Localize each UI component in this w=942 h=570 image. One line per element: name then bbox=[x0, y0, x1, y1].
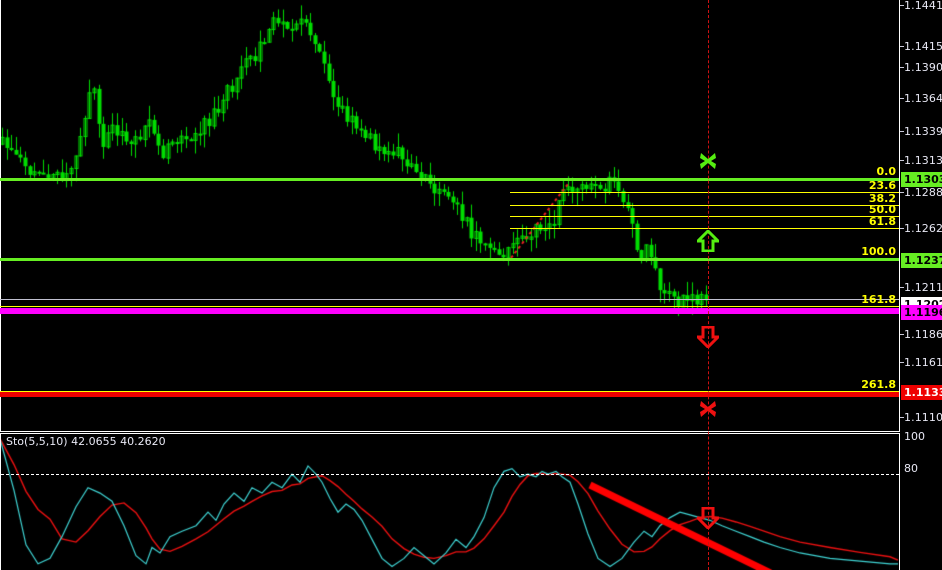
level-line-fib-100 bbox=[0, 258, 899, 261]
price-tick-2: 1.13900 bbox=[904, 61, 942, 74]
fib-label-fib-38.2: 38.2 bbox=[868, 192, 896, 205]
level-line-fib-261.8 bbox=[0, 391, 899, 392]
price-tag-1.11966: 1.11966 bbox=[901, 305, 942, 320]
fib-label-fib-61.8: 61.8 bbox=[868, 215, 896, 228]
price-tick-0: 1.14410 bbox=[904, 0, 942, 12]
price-tick-3: 1.13645 bbox=[904, 92, 942, 105]
level-line-fib-61.8 bbox=[510, 228, 899, 229]
price-tick-7: 1.12625 bbox=[904, 222, 942, 235]
marker-arrow-up-green bbox=[694, 228, 722, 256]
fib-label-fib-100: 100.0 bbox=[861, 245, 896, 258]
price-tickmark-5 bbox=[900, 160, 904, 161]
level-line-fib-0 bbox=[0, 178, 899, 181]
price-tick-10: 1.11610 bbox=[904, 356, 942, 369]
price-tag-1.11337: 1.11337 bbox=[901, 385, 942, 400]
price-tickmark-10 bbox=[900, 362, 904, 363]
indicator-level-100: 100 bbox=[904, 430, 925, 443]
price-tickmark-9 bbox=[900, 334, 904, 335]
price-tickmark-7 bbox=[900, 228, 904, 229]
price-tickmark-8 bbox=[900, 287, 904, 288]
fib-label-fib-161.8: 161.8 bbox=[861, 293, 896, 306]
indicator-scale-divider bbox=[899, 433, 900, 570]
fib-label-fib-50.0: 50.0 bbox=[868, 203, 896, 216]
indicator-pane-border bbox=[0, 433, 900, 570]
level-line-fib-23.6 bbox=[510, 192, 899, 193]
price-tick-6: 1.12880 bbox=[904, 186, 942, 199]
price-scale-divider bbox=[899, 0, 900, 432]
level-line-fib-161.8 bbox=[0, 306, 899, 307]
sr-line-magenta-line bbox=[0, 308, 899, 314]
price-tick-1: 1.14155 bbox=[904, 40, 942, 53]
level-line-fib-38.2 bbox=[510, 205, 899, 206]
price-tickmark-4 bbox=[900, 131, 904, 132]
marker-arrow-down-red bbox=[694, 325, 722, 352]
price-tickmark-3 bbox=[900, 98, 904, 99]
crosshair-vertical-line bbox=[708, 0, 709, 570]
fib-label-fib-261.8: 261.8 bbox=[861, 378, 896, 391]
price-tickmark-11 bbox=[900, 417, 904, 418]
marker-cross-green-top bbox=[697, 150, 719, 176]
fib-label-fib-23.6: 23.6 bbox=[868, 179, 896, 192]
indicator-level-80: 80 bbox=[904, 462, 918, 475]
marker-arrow-down-red-indicator bbox=[694, 506, 722, 533]
price-tickmark-6 bbox=[900, 192, 904, 193]
indicator-overbought-line bbox=[1, 474, 899, 475]
sr-line-red-line bbox=[0, 392, 899, 397]
marker-cross-red-bottom bbox=[697, 398, 719, 424]
price-tick-9: 1.11860 bbox=[904, 328, 942, 341]
price-tag-1.12378: 1.12378 bbox=[901, 253, 942, 268]
sr-line-white-line bbox=[0, 299, 899, 300]
level-line-fib-50.0 bbox=[510, 216, 899, 217]
price-tick-8: 1.12115 bbox=[904, 281, 942, 294]
price-tick-11: 1.11100 bbox=[904, 411, 942, 424]
price-tick-4: 1.13390 bbox=[904, 125, 942, 138]
price-tickmark-1 bbox=[900, 46, 904, 47]
price-tag-1.13030: 1.13030 bbox=[901, 172, 942, 187]
fib-label-fib-0: 0.0 bbox=[876, 165, 897, 178]
price-tickmark-2 bbox=[900, 67, 904, 68]
price-tick-5: 1.13135 bbox=[904, 154, 942, 167]
indicator-label: Sto(5,5,10) 42.0655 40.2620 bbox=[6, 435, 166, 448]
price-tickmark-0 bbox=[900, 5, 904, 6]
